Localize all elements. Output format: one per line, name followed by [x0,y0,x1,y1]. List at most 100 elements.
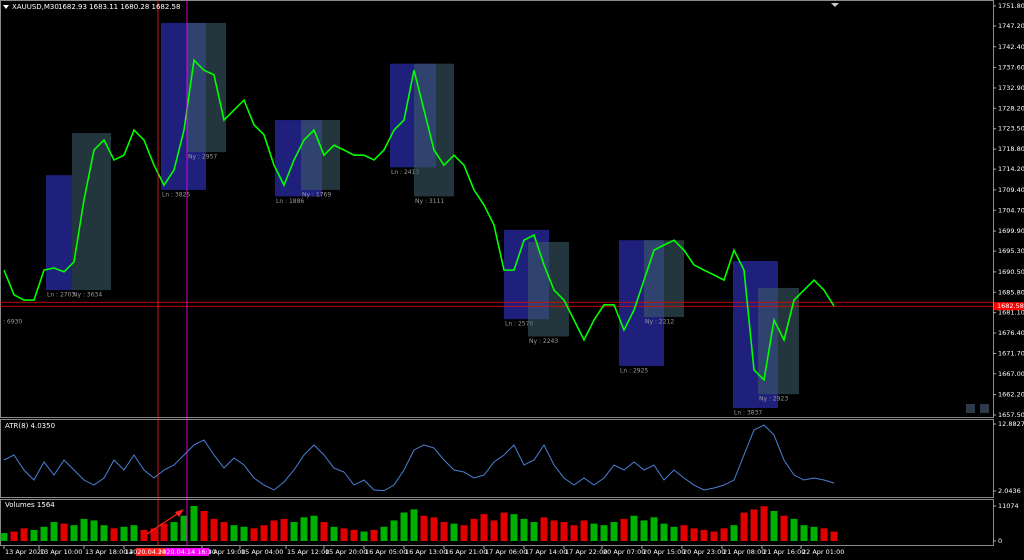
volume-bar [40,526,48,541]
y-tick-label: 1671.70 [998,349,1024,357]
volume-bar [430,517,438,541]
symbol: XAUUSD,M30 [12,3,59,11]
volume-bar [210,518,218,541]
volume-bar [820,528,828,541]
volume-bar [700,529,708,541]
volume-bar [10,531,18,541]
volume-bar [220,522,228,541]
left-note: : 6930 [3,319,22,326]
session-box [46,175,72,291]
price-label: 1682.58 [997,302,1024,310]
volume-bar [240,526,248,541]
y-tick-label: 1742.40 [998,43,1024,51]
atr-line [3,424,835,492]
y-tick-label: 2.0436 [998,487,1021,495]
volume-bar [370,529,378,541]
x-tick-label: 17 Apr 06:00 [485,548,527,556]
session-box [301,120,340,190]
session-label: Ln : 2703 [47,292,75,299]
atr-frame [0,419,994,498]
volume-bar [80,518,88,541]
y-tick-label: 1723.50 [998,125,1024,133]
arrow [146,509,184,535]
volume-bar [690,528,698,541]
volume-bar [260,525,268,541]
volume-bar [460,525,468,541]
volume-bar [270,520,278,541]
volume-bar [580,520,588,541]
y-tick-label: 11074 [998,502,1019,510]
x-tick-label: 15 Apr 12:00 [287,548,329,556]
volume-bar [150,528,158,541]
volume-bar [290,522,298,541]
y-tick-label: 1657.50 [998,411,1024,419]
volume-bar [140,529,148,541]
volume-bar [130,525,138,541]
y-tick-label: 1732.90 [998,84,1024,92]
volume-bar [50,522,58,541]
session-label: Ny : 2212 [645,318,674,325]
volume-bar [120,526,128,541]
volume-bar [560,522,568,541]
volume-bar [830,531,838,541]
volume-bar [470,518,478,541]
y-tick-label: 0 [998,537,1002,545]
x-tick-label: 14 Apr 19:00 [203,548,245,556]
panel-button[interactable] [980,404,989,413]
x-tick-label: 13 Apr 10:00 [40,548,82,556]
y-tick-label: 1695.30 [998,247,1024,255]
y-tick-label: 1747.20 [998,22,1024,30]
y-tick-label: 12.8827 [998,420,1024,428]
x-tick-label: 16 Apr 05:00 [365,548,407,556]
volume-bar [0,533,8,541]
y-tick-label: 1751.80 [998,2,1024,10]
session-label: Ny : 2957 [188,154,217,161]
x-tick-label: 22 Apr 01:00 [802,548,844,556]
session-label: Ln : 2413 [391,169,419,176]
x-tick-label: 21 Apr 08:00 [723,548,765,556]
x-tick-label: 20 Apr 07:00 [603,548,645,556]
x-tick-label: 13 Apr 18:00 [85,548,127,556]
session-label: Ny : 3634 [73,292,102,299]
volume-bar [550,520,558,541]
volume-bar [570,525,578,541]
volume-bar [810,526,818,541]
volume-bar [450,523,458,541]
frame [0,0,994,546]
volume-bar [540,517,548,541]
panel-button[interactable] [966,404,975,413]
volume-bar [110,528,118,541]
x-tick-label: 20 Apr 15:00 [643,548,685,556]
volume-bar [780,515,788,541]
y-tick-label: 1685.80 [998,288,1024,296]
session-label: Ny : 2243 [529,338,558,345]
vline-label-bg [136,548,180,556]
volume-bar [590,523,598,541]
vline-label-bg [165,548,209,556]
volume-bar [160,523,168,541]
volume-bar [60,523,68,541]
volume-bar [350,529,358,541]
price-label-bg [994,302,1024,311]
y-tick-label: 1699.90 [998,227,1024,235]
volume-bar [500,512,508,541]
volume-bar [250,528,258,541]
y-tick-label: 1690.50 [998,268,1024,276]
x-tick-label: 13 Apr 2020 [5,548,45,556]
volume-bar [660,523,668,541]
atr-title: ATR(8) 4.0350 [5,422,55,430]
volume-bar [730,525,738,541]
volume-bar [380,526,388,541]
y-tick-label: 1667.00 [998,370,1024,378]
vline-label: 2020.04.14 16:30 [158,548,216,556]
scroll-marker[interactable] [831,3,839,7]
volume-bar [720,528,728,541]
volume-bar [480,514,488,541]
y-tick-label: 1662.20 [998,391,1024,399]
session-label: Ln : 3825 [162,191,190,198]
menu-triangle[interactable] [3,5,9,9]
volume-bar [680,525,688,541]
volume-bar [310,515,318,541]
